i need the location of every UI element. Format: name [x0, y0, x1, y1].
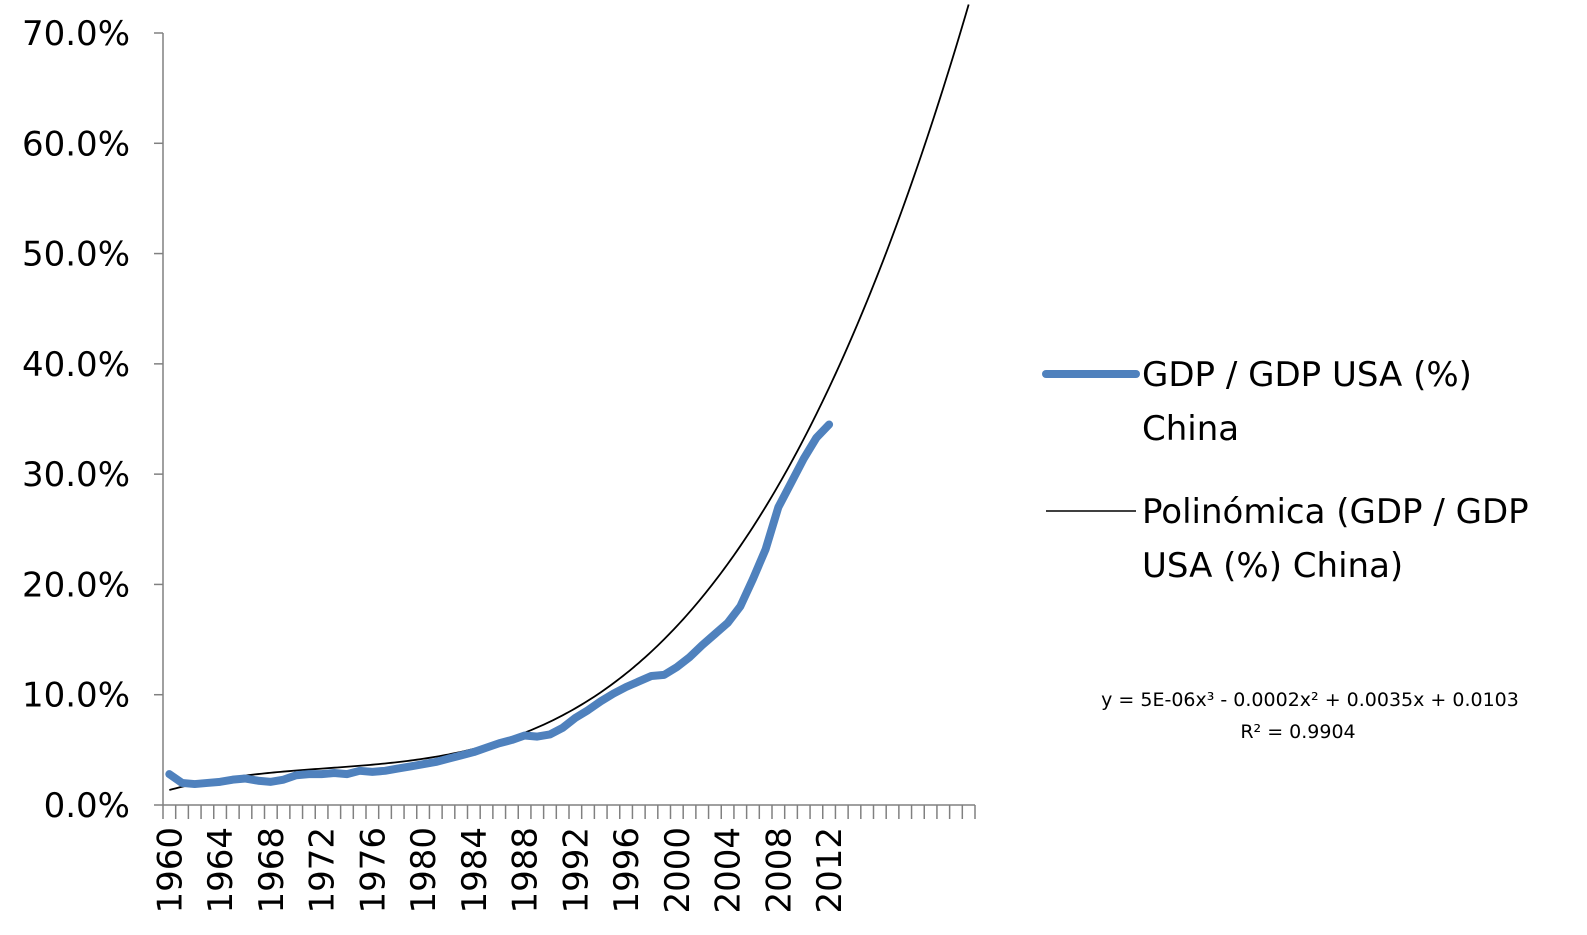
data-point-gdp [472, 750, 476, 754]
data-point-gdp [764, 547, 768, 551]
x-tick-label: 1984 [455, 827, 495, 914]
legend-label-gdp-line-1: GDP / GDP USA (%) [1142, 355, 1472, 395]
data-point-gdp [751, 577, 755, 581]
data-point-gdp [167, 772, 171, 776]
data-point-gdp [700, 643, 704, 647]
y-tick-label: 60.0% [22, 124, 130, 164]
data-point-gdp [256, 779, 260, 783]
data-point-gdp [624, 685, 628, 689]
x-tick-label: 2000 [658, 827, 698, 914]
x-tick-label: 2004 [709, 827, 749, 914]
data-point-gdp [231, 778, 235, 782]
series-layer [165, 4, 970, 791]
x-tick-label: 1972 [303, 827, 343, 914]
data-point-gdp [485, 746, 489, 750]
data-point-gdp [523, 734, 527, 738]
data-point-gdp [586, 708, 590, 712]
data-point-gdp [421, 762, 425, 766]
data-point-gdp [332, 771, 336, 775]
x-tick-label: 1992 [556, 827, 596, 914]
data-point-gdp [218, 780, 222, 784]
data-point-gdp [320, 772, 324, 776]
y-tick-label: 0.0% [44, 786, 130, 826]
data-point-gdp [738, 604, 742, 608]
y-tick-label: 10.0% [22, 676, 130, 716]
trendline-equation-text: y = 5E-06x³ - 0.0002x² + 0.0035x + 0.010… [1101, 689, 1519, 711]
data-point-gdp [814, 436, 818, 440]
x-tick-label: 1976 [353, 827, 393, 914]
series-line-trendline [169, 4, 970, 791]
data-point-gdp [408, 764, 412, 768]
data-point-gdp [446, 757, 450, 761]
data-point-gdp [649, 674, 653, 678]
data-point-gdp [434, 760, 438, 764]
x-tick-label: 1960 [150, 827, 190, 914]
data-point-gdp [205, 781, 209, 785]
axes-layer: 0.0% 10.0% 20.0% 30.0% 40.0% 50.0% 60.0% 70.0% 1… [22, 14, 976, 914]
data-point-gdp [789, 481, 793, 485]
data-point-gdp [675, 665, 679, 669]
data-point-gdp [827, 423, 831, 427]
data-point-gdp [662, 673, 666, 677]
x-tick-label: 1964 [201, 827, 241, 914]
series-line-gdp [165, 420, 834, 789]
data-point-gdp [383, 769, 387, 773]
data-point-gdp [599, 699, 603, 703]
legend-label-trendline-line-1: Polinómica (GDP / GDP [1142, 492, 1529, 532]
legend-label-trendline: Polinómica (GDP / GDP USA (%) China) [1142, 492, 1539, 586]
data-point-gdp [243, 777, 247, 781]
data-point-gdp [637, 679, 641, 683]
legend: GDP / GDP USA (%) China Polinómica (GDP … [1042, 355, 1539, 586]
data-point-gdp [802, 457, 806, 461]
data-point-gdp [345, 772, 349, 776]
data-point-gdp [396, 767, 400, 771]
trendline-r-squared-text: R² = 0.9904 [1240, 721, 1355, 743]
data-point-gdp [726, 621, 730, 625]
legend-label-gdp-line-2: China [1142, 409, 1239, 449]
data-point-gdp [611, 692, 615, 696]
x-tick-label: 1968 [252, 827, 292, 914]
x-tick-label: 1996 [607, 827, 647, 914]
trendline-equation: y = 5E-06x³ - 0.0002x² + 0.0035x + 0.010… [1101, 689, 1519, 743]
data-point-gdp [294, 773, 298, 777]
legend-label-gdp-series: GDP / GDP USA (%) China [1142, 355, 1483, 449]
data-point-gdp [497, 741, 501, 745]
data-point-gdp [573, 716, 577, 720]
x-tick-label: 2008 [759, 827, 799, 914]
data-point-gdp [180, 781, 184, 785]
data-point-gdp [713, 632, 717, 636]
x-tick-label: 2012 [810, 827, 850, 914]
legend-label-trendline-line-2: USA (%) China) [1142, 546, 1403, 586]
data-point-gdp [358, 769, 362, 773]
data-point-gdp [561, 726, 565, 730]
data-point-gdp [548, 732, 552, 736]
y-tick-label: 30.0% [22, 455, 130, 495]
x-tick-label: 1980 [404, 827, 444, 914]
x-tick-label: 1988 [506, 827, 546, 914]
data-point-gdp [688, 655, 692, 659]
data-point-gdp [269, 780, 273, 784]
data-point-gdp [535, 735, 539, 739]
data-point-gdp [459, 753, 463, 757]
data-point-gdp [510, 738, 514, 742]
y-tick-label: 70.0% [22, 14, 130, 54]
data-point-gdp [193, 782, 197, 786]
data-point-gdp [282, 778, 286, 782]
y-tick-label: 50.0% [22, 235, 130, 275]
data-point-gdp [370, 770, 374, 774]
data-point-gdp [776, 505, 780, 509]
data-point-gdp [307, 772, 311, 776]
y-tick-label: 20.0% [22, 565, 130, 605]
y-tick-label: 40.0% [22, 345, 130, 385]
